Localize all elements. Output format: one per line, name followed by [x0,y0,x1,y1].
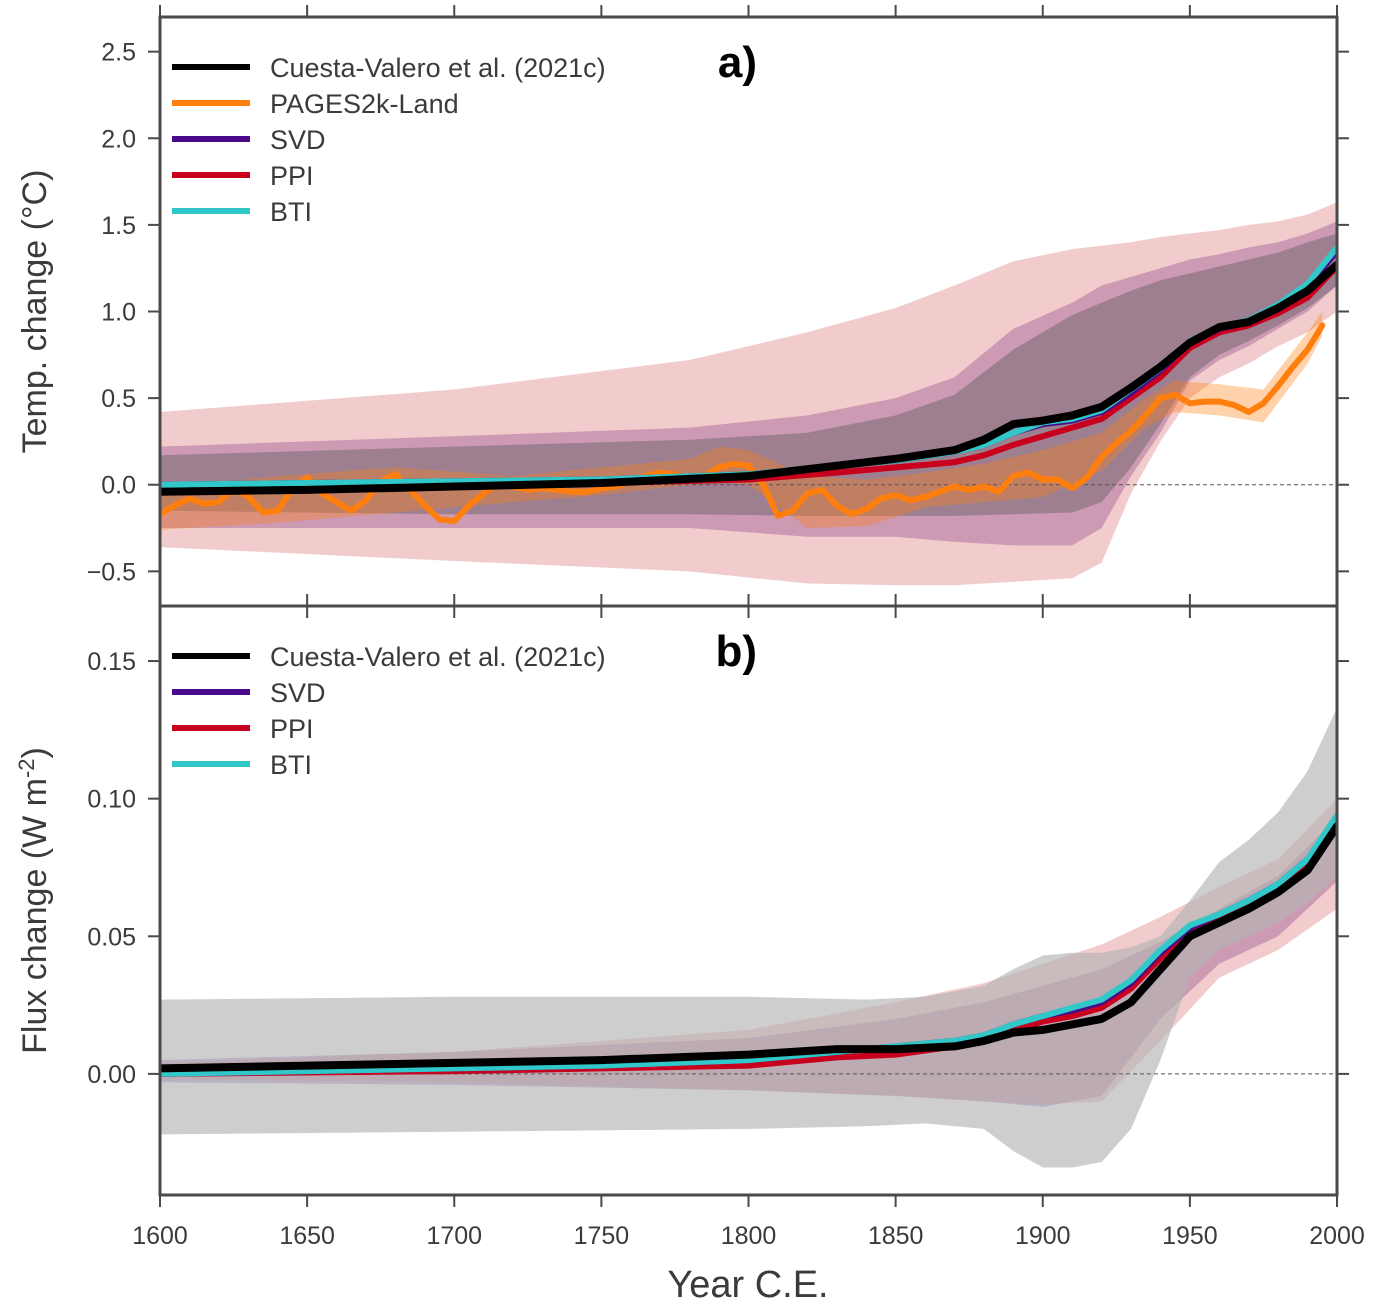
series-line-cuesta-valero-et-al-2021c- [160,260,1337,496]
legend-label: PPI [270,714,314,744]
panel-a-y-axis-label: Temp. change (°C) [16,170,54,454]
legend-label: SVD [270,125,326,155]
panel-b-label: b) [715,627,757,676]
uncertainty-band-bti-range [160,707,1337,1168]
y-tick-label: 1.5 [101,212,136,240]
panel-b-y-axis-label: Flux change (W m-2) [14,747,55,1054]
uncertainty-band-bti-range [160,233,1337,516]
y-tick-label: 2.0 [101,125,136,153]
panel-a-plot-area [160,202,1337,586]
legend-label: BTI [270,197,312,227]
panel-b-plot-area [160,707,1337,1168]
series-line-pages2k-land [160,322,1326,525]
panel-a-legend: Cuesta-Valero et al. (2021c) PAGES2k-Land… [172,53,606,227]
y-tick-label: 0.05 [87,923,136,951]
x-tick-label: 1600 [132,1222,188,1250]
x-axis-label: Year C.E. [667,1264,828,1304]
x-tick-label: 1800 [721,1222,777,1250]
y-tick-label: 2.5 [101,39,136,67]
panel-b-ticks: 0.15 0.10 0.05 0.00 [87,594,1349,1207]
legend-label: Cuesta-Valero et al. (2021c) [270,53,606,83]
panel-a-label: a) [718,38,757,87]
panel-a: 2.5 2.0 1.5 1.0 0.5 0.0 −0.5 Cuesta-Valero et … [16,5,1349,618]
x-tick-label: 1750 [574,1222,630,1250]
uncertainty-band-svd-range [160,221,1337,546]
y-tick-label: 0.10 [87,786,136,814]
panel-a-ticks: 2.5 2.0 1.5 1.0 0.5 0.0 −0.5 [87,5,1349,618]
y-tick-label: −0.5 [87,558,136,586]
x-tick-labels: 1600 1650 1700 1750 1800 1850 1900 1950 2000 [132,1222,1365,1250]
y-tick-label: 1.0 [101,299,136,327]
legend-label: PPI [270,161,314,191]
series-line-bti [160,812,1337,1077]
series-line-cuesta-valero-et-al-2021c- [160,822,1337,1073]
x-tick-label: 1850 [868,1222,924,1250]
legend-label: BTI [270,750,312,780]
y-tick-label: 0.15 [87,648,136,676]
y-tick-label: 0.5 [101,385,136,413]
panel-b: 0.15 0.10 0.05 0.00 Cuesta-Valero et al. (2… [14,594,1349,1207]
legend-label: SVD [270,678,326,708]
x-tick-label: 1700 [426,1222,482,1250]
x-tick-label: 1900 [1015,1222,1071,1250]
legend-label: Cuesta-Valero et al. (2021c) [270,642,606,672]
x-tick-label: 2000 [1309,1222,1365,1250]
y-tick-label: 0.0 [101,472,136,500]
legend-label: PAGES2k-Land [270,89,459,119]
y-tick-label: 0.00 [87,1061,136,1089]
x-tick-label: 1650 [279,1222,335,1250]
x-tick-label: 1950 [1162,1222,1218,1250]
panel-b-legend: Cuesta-Valero et al. (2021c) SVD PPI BTI [172,642,606,780]
